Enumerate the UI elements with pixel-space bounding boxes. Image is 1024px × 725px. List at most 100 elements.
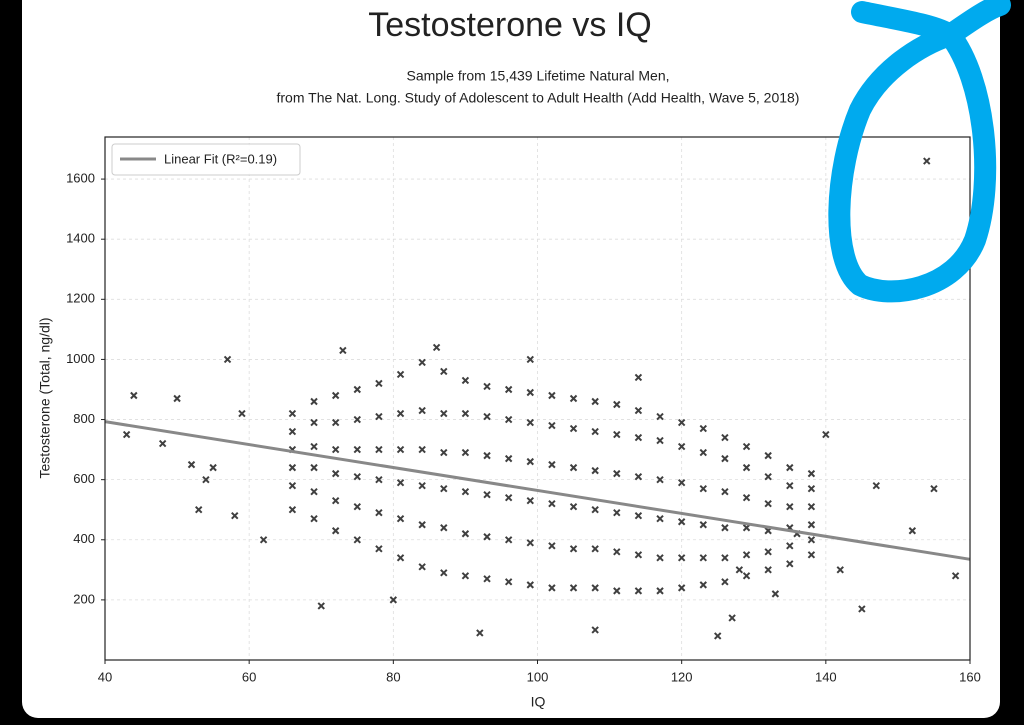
point (375, 412, 383, 421)
legend-label: Linear Fit (R²=0.19) (164, 151, 277, 166)
y-tick-label: 1200 (66, 291, 95, 306)
point (634, 512, 643, 520)
point (504, 493, 513, 502)
point (613, 430, 621, 439)
point (418, 481, 426, 490)
point (461, 409, 470, 418)
point (461, 572, 470, 580)
point (548, 460, 556, 469)
point (440, 569, 448, 577)
point (836, 566, 844, 574)
point (310, 463, 318, 472)
point (721, 524, 729, 532)
point (569, 502, 578, 511)
point (908, 527, 917, 535)
point (483, 412, 491, 421)
point (331, 391, 340, 400)
point (339, 346, 347, 355)
point (504, 385, 513, 394)
point (526, 418, 534, 427)
point (418, 406, 426, 415)
point (677, 554, 686, 562)
x-tick-label: 120 (671, 669, 693, 684)
chart-title: Testosterone vs IQ (368, 6, 651, 44)
point (310, 487, 318, 496)
chart-subtitle: from The Nat. Long. Study of Adolescent … (277, 90, 800, 106)
point (440, 448, 448, 457)
point (187, 460, 196, 469)
point (483, 490, 491, 499)
point (310, 442, 318, 451)
point (331, 527, 340, 535)
point (418, 563, 426, 571)
point (591, 545, 599, 553)
ticks: 40 60 80 100 120 140 160 200 400 600 800 1000 1200 14… (66, 171, 981, 685)
point (656, 412, 664, 421)
point (548, 499, 556, 508)
point (634, 472, 643, 481)
point (742, 551, 751, 559)
point (548, 542, 556, 550)
point (331, 418, 340, 427)
point (440, 367, 448, 376)
point (569, 394, 578, 403)
point (764, 548, 772, 556)
point (807, 502, 816, 511)
point (396, 554, 405, 562)
point (353, 385, 361, 394)
point (786, 502, 794, 511)
point (634, 406, 643, 415)
point (288, 506, 297, 514)
point (375, 379, 383, 388)
point (526, 581, 534, 589)
point (288, 481, 297, 490)
point (353, 536, 361, 544)
chart-subtitle: Sample from 15,439 Lifetime Natural Men, (406, 68, 669, 84)
y-tick-label: 800 (73, 411, 95, 426)
point (288, 463, 297, 472)
point (742, 572, 751, 580)
y-axis-label: Testosterone (Total, ng/dl) (37, 317, 53, 478)
point (634, 587, 643, 595)
point (634, 373, 643, 382)
point (656, 554, 664, 562)
point (613, 400, 621, 409)
point (613, 509, 621, 517)
point (461, 530, 470, 538)
y-tick-label: 1400 (66, 231, 95, 246)
point (310, 418, 318, 427)
point (591, 584, 599, 592)
point (504, 536, 513, 544)
point (742, 493, 751, 502)
point (353, 415, 361, 424)
point (699, 424, 707, 433)
point (310, 515, 318, 523)
point (656, 475, 664, 484)
grid (104, 137, 971, 660)
point (396, 515, 405, 523)
point (872, 481, 880, 490)
point (764, 472, 772, 481)
point (656, 587, 664, 595)
point (238, 409, 246, 418)
point (259, 536, 268, 544)
point (461, 448, 470, 457)
point (353, 445, 361, 454)
point (483, 533, 491, 541)
point (951, 572, 960, 580)
point (699, 554, 707, 562)
x-tick-label: 60 (242, 669, 256, 684)
point (317, 602, 325, 610)
fit-line (104, 420, 971, 561)
point (504, 415, 513, 424)
point (591, 397, 599, 406)
point (396, 445, 405, 454)
point (548, 584, 556, 592)
x-axis-label: IQ (531, 694, 546, 710)
point (209, 463, 217, 472)
point (677, 478, 686, 487)
annotation-circle (828, 0, 1011, 303)
point (721, 487, 729, 496)
